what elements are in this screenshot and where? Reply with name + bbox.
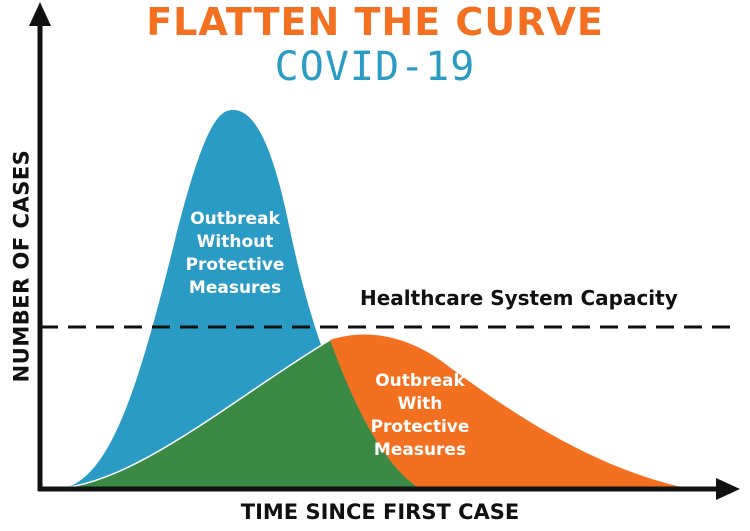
x-axis-label: TIME SINCE FIRST CASE (240, 500, 520, 524)
diagram-subtitle: COVID-19 (274, 44, 476, 90)
capacity-label: Healthcare System Capacity (360, 286, 678, 310)
y-axis-label-wrap: NUMBER OF CASES (6, 0, 36, 531)
y-axis-arrow (29, 2, 51, 26)
x-axis-arrow (716, 478, 740, 500)
curve-with-label: Outbreak With Protective Measures (370, 371, 470, 460)
curve-without-label: Outbreak Without Protective Measures (185, 209, 285, 298)
curves-overlap-region (48, 340, 420, 489)
diagram-title: FLATTEN THE CURVE (146, 0, 604, 44)
curve-with-outline (47, 339, 331, 490)
y-axis-label: NUMBER OF CASES (9, 149, 33, 382)
